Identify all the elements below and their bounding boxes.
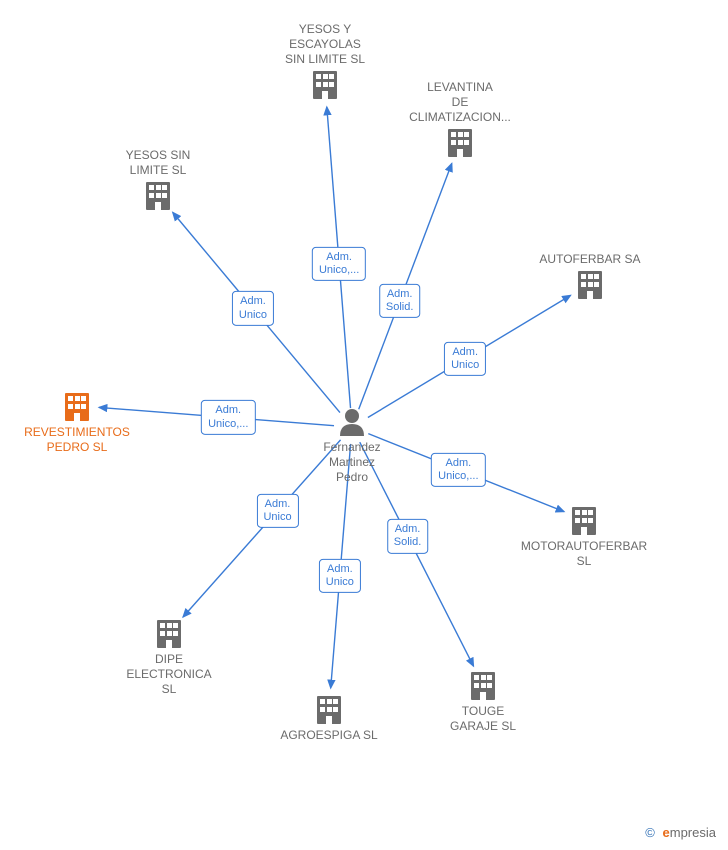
- company-node-label: LEVANTINA DE CLIMATIZACION...: [409, 80, 511, 125]
- company-node-label: YESOS SIN LIMITE SL: [126, 148, 191, 178]
- company-node-icon: [317, 696, 341, 724]
- company-node-icon: [313, 71, 337, 99]
- company-node-icon: [471, 672, 495, 700]
- company-node-label: TOUGE GARAJE SL: [450, 704, 516, 734]
- relationship-label: Adm. Unico,...: [201, 400, 255, 434]
- relationship-label: Adm. Unico: [256, 494, 298, 528]
- relationship-label: Adm. Unico,...: [431, 452, 485, 486]
- relationship-label: Adm. Unico: [444, 342, 486, 376]
- company-node-label: MOTORAUTOFERBAR SL: [521, 539, 647, 569]
- relationship-label: Adm. Solid.: [379, 284, 421, 318]
- relationship-label: Adm. Solid.: [387, 519, 429, 553]
- company-node-icon: [448, 129, 472, 157]
- relationship-edge: [183, 440, 341, 617]
- brand-first-letter: e: [663, 825, 670, 840]
- center-person-icon: [340, 409, 364, 436]
- copyright-symbol: ©: [645, 825, 655, 840]
- company-node-icon: [65, 393, 89, 421]
- company-node-label: AGROESPIGA SL: [280, 728, 377, 743]
- relationship-label: Adm. Unico: [232, 291, 274, 325]
- company-node-label: YESOS Y ESCAYOLAS SIN LIMITE SL: [285, 22, 365, 67]
- brand-rest: mpresia: [670, 825, 716, 840]
- company-node-icon: [572, 507, 596, 535]
- company-node-label: DIPE ELECTRONICA SL: [126, 652, 211, 697]
- copyright: © empresia: [645, 825, 716, 840]
- company-node-icon: [146, 182, 170, 210]
- company-node-label: REVESTIMIENTOS PEDRO SL: [24, 425, 130, 455]
- relationship-label: Adm. Unico,...: [312, 246, 366, 280]
- company-node-icon: [578, 271, 602, 299]
- company-node-label: AUTOFERBAR SA: [539, 252, 640, 267]
- company-node-icon: [157, 620, 181, 648]
- center-person-label: Fernandez Martinez Pedro: [323, 440, 380, 485]
- relationship-label: Adm. Unico: [319, 559, 361, 593]
